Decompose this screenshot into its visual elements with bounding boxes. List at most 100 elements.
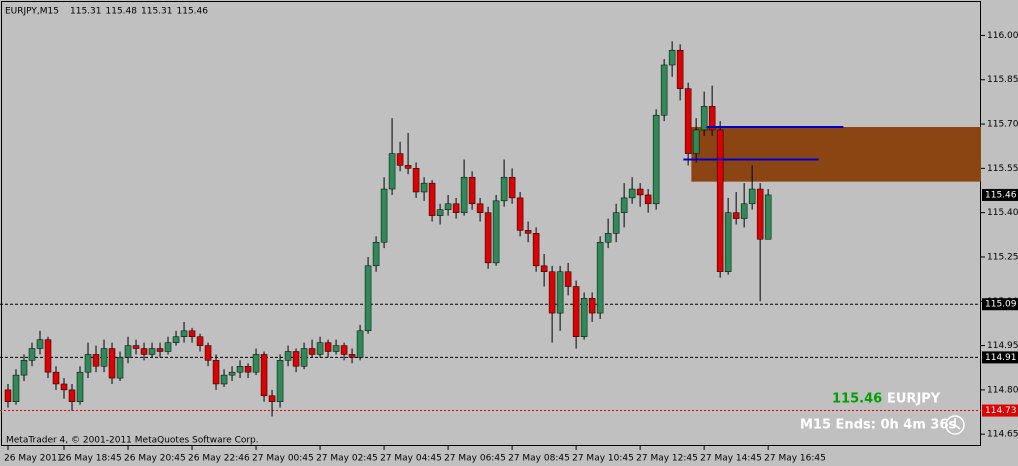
candle-body xyxy=(108,348,116,379)
candle-body xyxy=(92,354,100,367)
x-tick-label: 26 May 18:45 xyxy=(60,454,122,464)
x-tick-label: 27 May 12:45 xyxy=(636,454,698,464)
header-value: 115.46 xyxy=(177,7,209,17)
candle-body xyxy=(444,203,452,210)
candle-body xyxy=(324,342,332,352)
candle-body xyxy=(20,360,28,376)
candle-body xyxy=(636,188,644,196)
candle-body xyxy=(268,395,276,402)
x-tick-label: 26 May 22:46 xyxy=(188,454,250,464)
candle-body xyxy=(436,209,444,216)
x-tick-label: 27 May 06:45 xyxy=(444,454,506,464)
candle-body xyxy=(580,298,588,337)
candle-body xyxy=(700,106,708,131)
plot-frame xyxy=(1,1,981,446)
candle-body xyxy=(124,345,132,358)
y-tick-label: 115.40 xyxy=(987,208,1018,218)
candle-body xyxy=(428,182,436,216)
candle-body xyxy=(100,348,108,367)
candle-body xyxy=(356,330,364,358)
candle-body xyxy=(452,203,460,213)
candle-body xyxy=(12,374,20,402)
candle-body xyxy=(492,200,500,264)
candle-body xyxy=(44,339,52,373)
price-label: 114.91 xyxy=(985,353,1017,363)
candle-body xyxy=(372,241,380,267)
y-tick-label: 114.95 xyxy=(987,341,1018,351)
candle-body xyxy=(236,366,244,373)
current-price-label: 115.46 xyxy=(985,190,1017,200)
candle-body xyxy=(668,49,676,66)
candle-body xyxy=(740,203,748,219)
price-label-box xyxy=(982,298,1018,311)
candle-body xyxy=(180,330,188,337)
candle-body xyxy=(500,176,508,202)
header-value: 115.31 xyxy=(70,7,102,17)
y-tick-label: 115.25 xyxy=(987,252,1018,262)
candle-body xyxy=(84,354,92,373)
price-label-box xyxy=(982,351,1018,364)
x-tick-label: 27 May 02:45 xyxy=(316,454,378,464)
candle-body xyxy=(748,188,756,205)
candle-body xyxy=(28,348,36,361)
candle-body xyxy=(212,360,220,385)
candle-body xyxy=(660,64,668,116)
candle-body xyxy=(732,212,740,219)
chart-title: EURJPY,M15 xyxy=(5,7,59,17)
candle-body xyxy=(196,336,204,346)
y-tick-label: 114.65 xyxy=(987,430,1018,440)
y-tick-label: 115.70 xyxy=(987,120,1018,130)
candle-body xyxy=(60,383,68,391)
candle-body xyxy=(420,182,428,193)
candle-body xyxy=(460,176,468,213)
x-tick-label: 26 May 2011 xyxy=(4,454,63,464)
x-tick-label: 27 May 10:45 xyxy=(572,454,634,464)
candle-body xyxy=(684,88,692,154)
candle-body xyxy=(380,188,388,243)
candle-body xyxy=(516,197,524,231)
candle-body xyxy=(724,212,732,272)
candle-body xyxy=(692,129,700,154)
candle-body xyxy=(188,330,196,337)
candle-body xyxy=(652,114,660,205)
x-tick-label: 27 May 14:45 xyxy=(700,454,762,464)
candle-body xyxy=(364,265,372,332)
candle-body xyxy=(548,271,556,314)
candle-body xyxy=(676,49,684,89)
candle-body xyxy=(348,354,356,358)
candle-body xyxy=(412,168,420,193)
candle-body xyxy=(388,153,396,190)
candle-body xyxy=(484,212,492,264)
candle-body xyxy=(140,348,148,355)
x-tick-label: 27 May 04:45 xyxy=(380,454,442,464)
zone xyxy=(691,127,981,182)
candle-body xyxy=(148,348,156,355)
candle-body xyxy=(172,336,180,343)
candle-body xyxy=(716,129,724,272)
candle-body xyxy=(300,348,308,367)
candle-body xyxy=(340,345,348,355)
candle-body xyxy=(156,348,164,352)
y-tick-label: 115.55 xyxy=(987,164,1018,174)
copyright: MetaTrader 4, © 2001-2011 MetaQuotes Sof… xyxy=(6,436,259,446)
clock-icon xyxy=(945,415,965,435)
candle-body xyxy=(36,339,44,349)
candle-body xyxy=(588,298,596,314)
candle-body xyxy=(68,389,76,402)
candle-body xyxy=(540,265,548,272)
header-value: 115.48 xyxy=(106,7,138,17)
candle-body xyxy=(244,366,252,373)
candle-body xyxy=(228,371,236,376)
candle-body xyxy=(564,271,572,287)
candle-body xyxy=(628,188,636,199)
candle-body xyxy=(76,371,84,402)
candle-body xyxy=(476,203,484,213)
candle-body xyxy=(612,212,620,234)
x-tick-label: 27 May 08:45 xyxy=(508,454,570,464)
price-label: 114.73 xyxy=(985,406,1017,416)
candle-body xyxy=(556,271,564,314)
candle-body xyxy=(620,197,628,213)
candle-body xyxy=(708,106,716,131)
